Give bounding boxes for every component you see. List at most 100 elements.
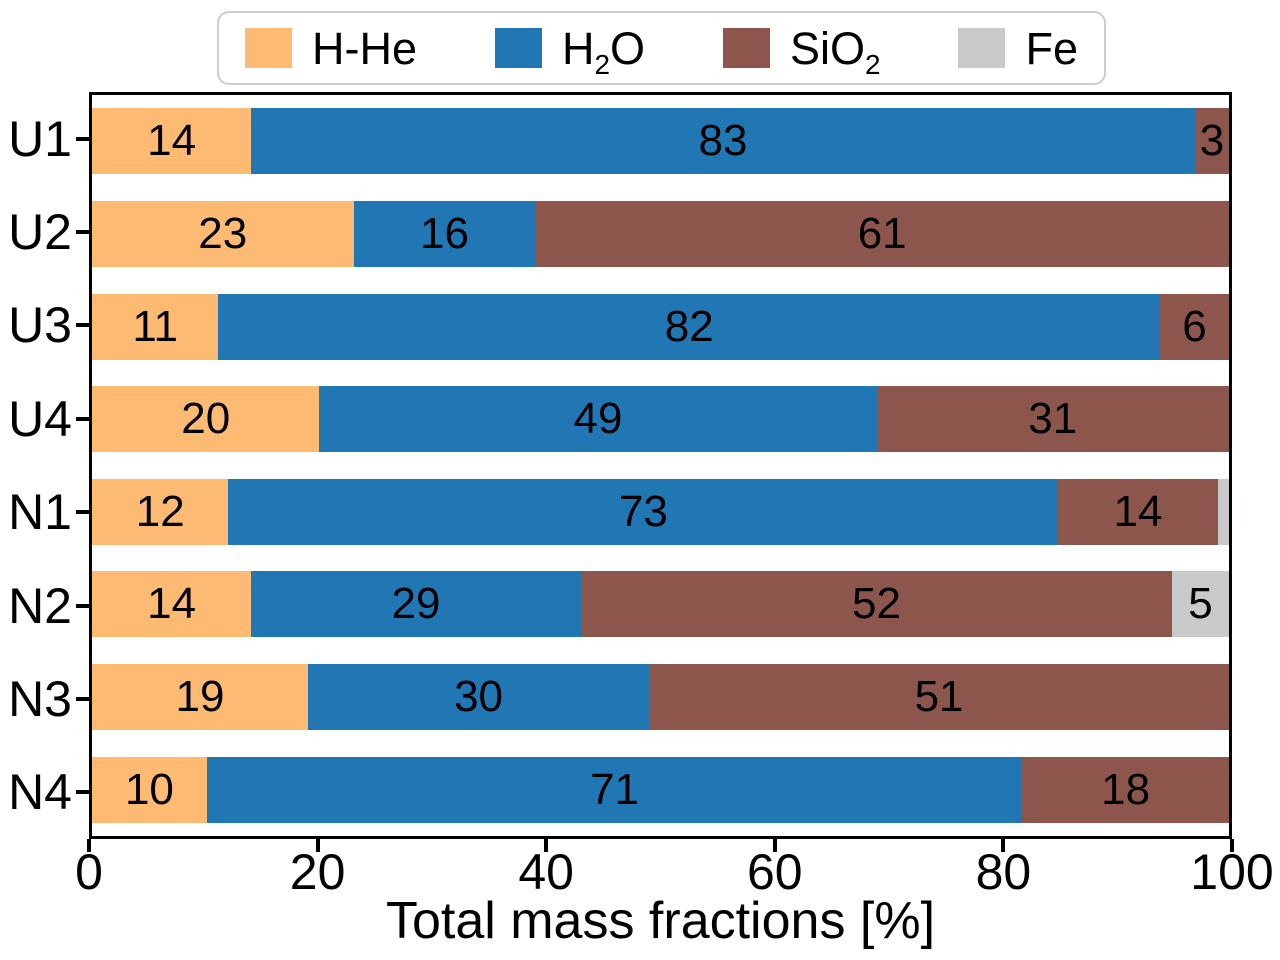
y-tick-label-U3: U3 bbox=[8, 297, 72, 354]
legend-label-SiO2: SiO2 bbox=[789, 22, 881, 80]
bar-value-label-N2-SiO2: 52 bbox=[852, 579, 901, 629]
x-tick-mark-80 bbox=[1001, 839, 1006, 852]
bar-segment-U3-H2O: 82 bbox=[218, 293, 1161, 360]
bar-segment-N2-SiO2: 52 bbox=[580, 571, 1173, 638]
y-tick-mark-N3 bbox=[76, 696, 89, 701]
bar-segment-N1-SiO2: 14 bbox=[1058, 478, 1218, 545]
bar-row-N3: 19 30 51 bbox=[92, 651, 1229, 744]
bar-segment-N1-H2O: 73 bbox=[228, 478, 1059, 545]
bar-value-label-U1-SiO2: 3 bbox=[1199, 116, 1225, 166]
bar-value-label-U1-H-He: 14 bbox=[147, 116, 197, 166]
y-tick-mark-N1 bbox=[76, 510, 89, 515]
x-axis-tick-labels: 0 20 40 60 80 100 bbox=[75, 844, 1274, 900]
x-tick-mark-20 bbox=[315, 839, 320, 852]
y-tick-mark-U3 bbox=[76, 323, 89, 328]
bar-value-label-U2-SiO2: 61 bbox=[857, 208, 907, 258]
legend: H-He H2O SiO2 Fe bbox=[217, 11, 1106, 85]
bar-segment-N3-SiO2: 51 bbox=[649, 664, 1229, 731]
bar-row-U3: 11 82 6 bbox=[92, 280, 1229, 373]
y-tick-mark-U1 bbox=[76, 136, 89, 141]
bar-segment-U4-H2O: 49 bbox=[319, 386, 877, 453]
bar-value-label-U1-H2O: 83 bbox=[698, 116, 748, 166]
bar-segment-U2-H-He: 23 bbox=[92, 200, 354, 267]
bar-value-label-N4-H2O: 71 bbox=[590, 764, 640, 814]
x-tick-label-80: 80 bbox=[975, 844, 1032, 900]
x-tick-label-0: 0 bbox=[75, 844, 103, 900]
y-tick-label-U4: U4 bbox=[8, 390, 72, 447]
legend-entry-H2O: H2O bbox=[494, 22, 646, 80]
x-axis-title: Total mass fractions [%] bbox=[385, 892, 936, 950]
y-tick-mark-N4 bbox=[76, 790, 89, 795]
bar-segment-N4-H-He: 10 bbox=[92, 756, 207, 823]
bar-value-label-N1-H2O: 73 bbox=[618, 486, 668, 536]
bar-segment-U3-H-He: 11 bbox=[92, 293, 219, 360]
legend-swatch-H2O bbox=[494, 28, 542, 68]
x-tick-mark-40 bbox=[544, 839, 549, 852]
x-tick-label-20: 20 bbox=[289, 844, 346, 900]
bar-segment-N3-H-He: 19 bbox=[92, 664, 309, 731]
bar-value-label-N1-SiO2: 14 bbox=[1113, 486, 1163, 536]
legend-label-Fe: Fe bbox=[1025, 22, 1078, 74]
bar-segment-U4-H-He: 20 bbox=[92, 386, 320, 453]
bar-value-label-U3-H2O: 82 bbox=[664, 301, 714, 351]
bar-value-label-N3-H2O: 30 bbox=[454, 672, 504, 722]
bar-value-label-U3-H-He: 11 bbox=[132, 301, 178, 351]
legend-swatch-H-He bbox=[245, 28, 292, 68]
bar-value-label-N1-H-He: 12 bbox=[135, 486, 185, 536]
x-axis-ticks bbox=[87, 839, 1234, 852]
x-tick-label-100: 100 bbox=[1190, 844, 1274, 900]
y-axis-labels: U1 U2 U3 U4 N1 N2 N3 N4 bbox=[0, 92, 72, 839]
bar-segment-N1-Fe bbox=[1217, 478, 1229, 545]
x-tick-mark-100 bbox=[1230, 839, 1234, 852]
bar-row-U2: 23 16 61 bbox=[92, 188, 1229, 281]
legend-label-H-He: H-He bbox=[312, 22, 418, 74]
bar-row-U4: 20 49 31 bbox=[92, 373, 1229, 466]
x-tick-label-40: 40 bbox=[518, 844, 574, 900]
bar-segment-N3-H2O: 30 bbox=[308, 664, 650, 731]
bar-row-N1: 12 73 14 bbox=[92, 466, 1229, 559]
legend-entry-Fe: Fe bbox=[958, 26, 1078, 71]
bar-row-N2: 14 29 52 5 bbox=[92, 558, 1229, 651]
bar-segment-N2-H2O: 29 bbox=[251, 571, 581, 638]
bar-segment-U2-SiO2: 61 bbox=[535, 200, 1229, 267]
y-tick-mark-U4 bbox=[76, 416, 89, 421]
y-tick-label-N2: N2 bbox=[8, 577, 72, 634]
y-tick-label-N1: N1 bbox=[8, 484, 72, 541]
bar-segment-N2-Fe: 5 bbox=[1172, 571, 1229, 638]
legend-label-H2O: H2O bbox=[561, 22, 646, 80]
y-axis-ticks bbox=[76, 92, 89, 839]
x-tick-label-60: 60 bbox=[746, 844, 803, 900]
y-tick-label-N3: N3 bbox=[8, 670, 72, 727]
y-tick-mark-N2 bbox=[76, 603, 89, 608]
bar-segment-U2-H2O: 16 bbox=[353, 200, 536, 267]
bar-value-label-N2-Fe: 5 bbox=[1188, 579, 1213, 629]
y-tick-label-U2: U2 bbox=[8, 204, 72, 261]
bar-segment-N1-H-He: 12 bbox=[92, 478, 229, 545]
bar-value-label-U3-SiO2: 6 bbox=[1182, 301, 1207, 351]
bar-segment-N2-H-He: 14 bbox=[92, 571, 252, 638]
bar-segment-U4-SiO2: 31 bbox=[876, 386, 1229, 453]
bar-value-label-U4-H2O: 49 bbox=[573, 394, 623, 444]
legend-swatch-Fe bbox=[958, 28, 1006, 68]
legend-entry-H-He: H-He bbox=[245, 26, 417, 71]
bar-value-label-N4-H-He: 10 bbox=[124, 764, 174, 814]
bar-row-U1: 14 83 3 bbox=[92, 95, 1229, 188]
x-tick-mark-60 bbox=[772, 839, 777, 852]
bar-segment-U1-H-He: 14 bbox=[92, 108, 252, 175]
legend-swatch-SiO2 bbox=[722, 28, 770, 68]
bar-value-label-N4-SiO2: 18 bbox=[1101, 764, 1151, 814]
bar-value-label-U2-H-He: 23 bbox=[198, 208, 248, 258]
y-tick-mark-U2 bbox=[76, 230, 89, 235]
bar-segment-U3-SiO2: 6 bbox=[1160, 293, 1229, 360]
bar-segment-U1-H2O: 83 bbox=[251, 108, 1195, 175]
bar-value-label-N3-SiO2: 51 bbox=[914, 672, 964, 722]
bar-segment-N4-SiO2: 18 bbox=[1022, 756, 1229, 823]
bar-value-label-U2-H2O: 16 bbox=[419, 208, 469, 258]
bar-segment-U1-SiO2: 3 bbox=[1194, 108, 1229, 175]
y-tick-label-U1: U1 bbox=[8, 110, 72, 167]
bar-row-N4: 10 71 18 bbox=[92, 743, 1229, 836]
bar-value-label-U4-SiO2: 31 bbox=[1028, 394, 1078, 444]
bar-value-label-N2-H-He: 14 bbox=[147, 579, 197, 629]
plot-area: 14 83 3 23 16 61 11 82 6 20 49 31 12 73 14 14 29 52 5 19 30 5… bbox=[89, 92, 1232, 839]
